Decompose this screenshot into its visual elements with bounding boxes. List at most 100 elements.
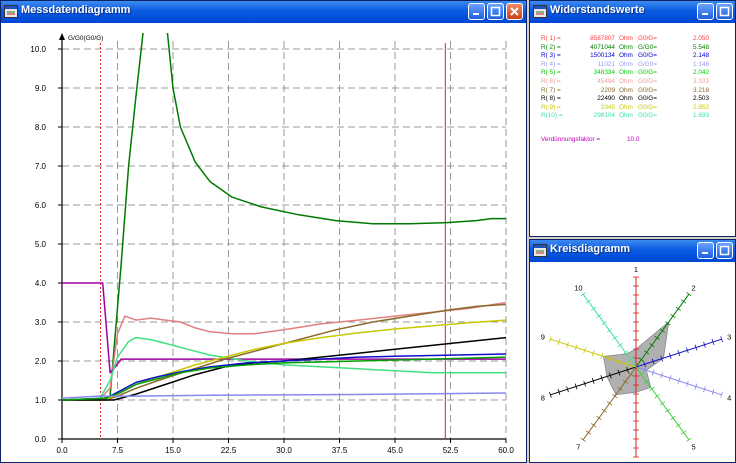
radar-tick <box>643 366 646 373</box>
maximize-icon <box>719 6 730 17</box>
radar-label-4: 4 <box>727 393 731 402</box>
resistance-label: R( 6) = <box>541 78 561 85</box>
y-tick-label: 3.0 <box>35 318 47 327</box>
series-line-4 <box>62 336 506 401</box>
radar-tick <box>596 415 602 421</box>
resistance-unit: Ohm <box>619 112 633 120</box>
radar-tick <box>677 350 681 357</box>
radar-tick <box>622 350 629 355</box>
radar-tick <box>609 372 612 379</box>
maximize-button[interactable] <box>716 3 733 20</box>
close-icon <box>510 7 519 16</box>
resistance-window: Widerstandswerte Verdünnungsfaktor = 10.… <box>529 0 736 237</box>
radar-tick <box>680 430 687 435</box>
resistance-ratio: 2.503 <box>693 95 709 103</box>
resistance-list: Verdünnungsfaktor = 10.0 R( 1) = 8587807 O… <box>531 23 734 235</box>
radar-tick <box>601 321 607 326</box>
radar-area: 1 2 3 4 5 6 7 8 9 10 <box>531 262 734 462</box>
radar-label-1: 1 <box>634 265 638 274</box>
resistance-ratio: 3.218 <box>693 86 709 94</box>
resistance-ratio-label: G0/G= <box>638 86 658 94</box>
minimize-button[interactable] <box>697 242 714 259</box>
app-window-icon <box>533 5 547 18</box>
series-line-8 <box>62 353 506 401</box>
radar-tick <box>612 394 618 399</box>
radar-tick <box>677 377 681 384</box>
maximize-icon <box>719 245 730 256</box>
app-window-icon <box>4 5 18 18</box>
radar-tick <box>643 379 650 384</box>
radar-tick <box>628 357 634 362</box>
radar-window-title: Kreisdiagramm <box>550 243 631 255</box>
radar-tick <box>580 292 586 297</box>
series-line-5 <box>62 303 506 401</box>
maximize-button[interactable] <box>487 3 504 20</box>
radar-tick <box>660 355 663 362</box>
radar-tick <box>574 383 578 390</box>
resistance-ratio-label: G/G0= <box>638 60 658 68</box>
resistance-unit: Ohm <box>619 52 633 60</box>
radar-label-7: 7 <box>576 442 580 451</box>
resistance-ratio: 3.333 <box>693 78 709 85</box>
radar-label-10: 10 <box>574 284 582 293</box>
radar-tick <box>580 437 586 442</box>
y-tick-label: 2.0 <box>35 357 47 366</box>
radar-tick <box>651 358 655 365</box>
x-tick-label: 60.0 <box>498 446 514 455</box>
radar-tick <box>643 361 646 368</box>
x-tick-label: 37.5 <box>332 446 348 455</box>
radar-tick <box>626 366 629 373</box>
radar-tick <box>600 352 604 359</box>
radar-tick <box>686 292 692 297</box>
chart-window-title: Messdatendiagramm <box>21 4 131 16</box>
minimize-icon <box>702 13 708 15</box>
y-tick-label: 4.0 <box>35 279 47 288</box>
radar-tick <box>686 380 689 387</box>
radar-tick <box>549 391 552 398</box>
radar-tick <box>606 328 613 333</box>
x-tick-label: 30.0 <box>276 446 292 455</box>
y-tick-label: 10.0 <box>30 45 46 54</box>
radar-tick <box>668 352 672 359</box>
resistance-ratio-label: G0/G= <box>638 112 658 120</box>
resistance-ratio-label: G0/G= <box>638 78 658 85</box>
resistance-window-titlebar[interactable]: Widerstandswerte <box>530 1 735 23</box>
minimize-button[interactable] <box>468 3 485 20</box>
radar-tick <box>583 347 586 354</box>
radar-tick <box>617 386 623 391</box>
resistance-value: 11021 <box>597 60 615 68</box>
radar-tick <box>654 394 660 399</box>
series-line-1 <box>62 33 506 401</box>
resistance-unit: Ohm <box>619 69 633 77</box>
resistance-value: 4071044 <box>590 43 615 51</box>
close-button[interactable] <box>506 3 523 20</box>
x-tick-label: 45.0 <box>387 446 403 455</box>
radar-tick <box>591 423 597 428</box>
resistance-label: R( 8) = <box>541 95 561 103</box>
minimize-icon <box>473 13 479 15</box>
radar-tick <box>660 372 663 379</box>
radar-tick <box>694 344 698 351</box>
radar-tick <box>686 347 689 354</box>
radar-tick <box>720 391 723 398</box>
radar-tick <box>601 408 607 413</box>
y-tick-label: 5.0 <box>35 240 47 249</box>
radar-tick <box>659 401 666 406</box>
resistance-label: R( 5) = <box>541 69 561 77</box>
radar-tick <box>675 306 681 311</box>
radar-tick <box>680 299 687 304</box>
minimize-button[interactable] <box>697 3 714 20</box>
maximize-button[interactable] <box>716 242 733 259</box>
chart-window-titlebar[interactable]: Messdatendiagramm <box>1 1 526 23</box>
radar-tick <box>617 358 621 365</box>
radar-tick <box>638 372 644 377</box>
radar-window-titlebar[interactable]: Kreisdiagramm <box>530 240 735 262</box>
resistance-unit: Ohm <box>619 60 633 68</box>
radar-label-5: 5 <box>692 442 696 451</box>
radar-tick <box>649 386 655 391</box>
resistance-ratio: 1.693 <box>693 112 709 120</box>
radar-label-8: 8 <box>541 393 545 402</box>
resistance-label: R( 9) = <box>541 103 561 111</box>
y-tick-label: 6.0 <box>35 201 47 210</box>
resistance-unit: Ohm <box>619 95 633 103</box>
